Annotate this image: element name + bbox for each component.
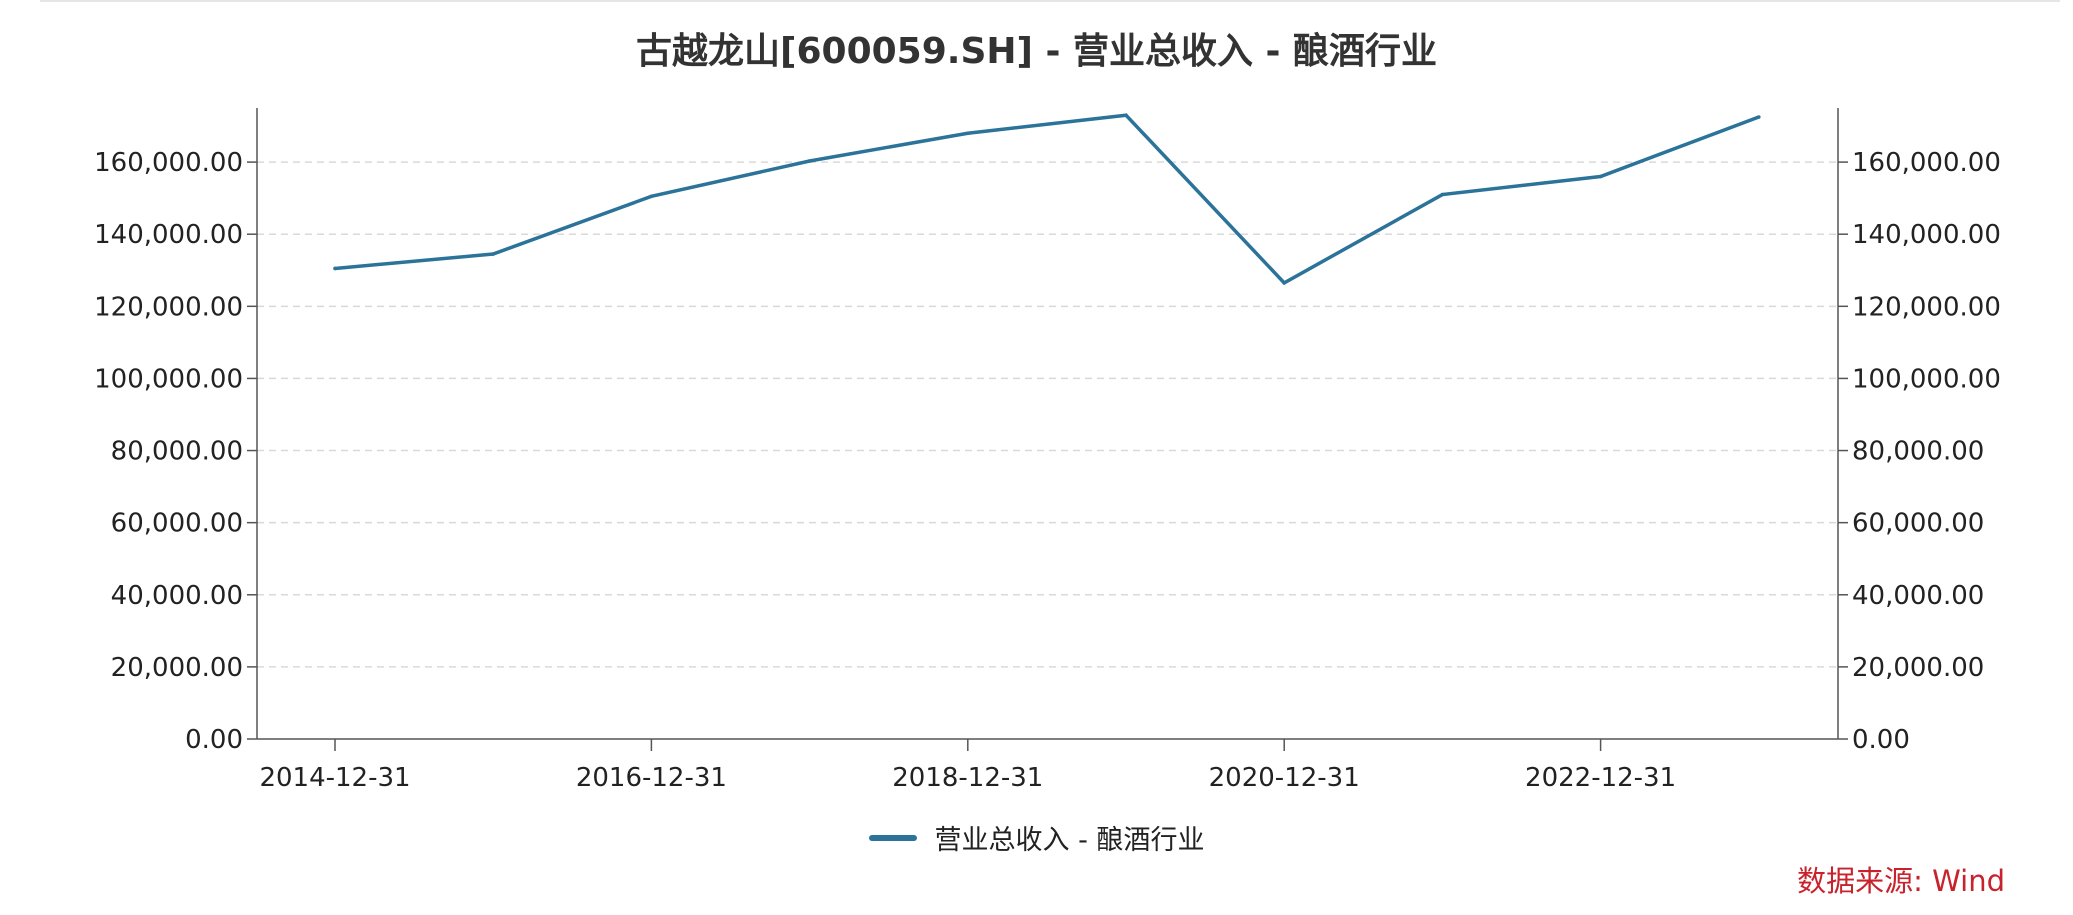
- data-point: [807, 159, 812, 163]
- left-y-tick-label: 160,000.00: [94, 148, 243, 178]
- x-tick-label: 2020-12-31: [1209, 763, 1360, 793]
- series-line: [334, 113, 1760, 286]
- right-y-tick-label: 20,000.00: [1852, 653, 1984, 683]
- right-y-tick-label: 60,000.00: [1852, 509, 1984, 539]
- right-y-tick-label: 100,000.00: [1852, 364, 2001, 394]
- data-point: [1757, 115, 1761, 119]
- left-y-tick-label: 100,000.00: [94, 364, 243, 394]
- top-divider: [40, 0, 2060, 2]
- legend-swatch: [868, 834, 917, 841]
- right-y-tick-label: 40,000.00: [1852, 581, 1984, 611]
- data-point: [649, 194, 654, 199]
- left-y-tick-label: 120,000.00: [94, 292, 243, 322]
- x-tick-label: 2018-12-31: [892, 763, 1043, 793]
- left-y-tick-label: 20,000.00: [111, 653, 243, 683]
- right-y-tick-label: 0.00: [1852, 725, 1910, 755]
- left-y-tick-label: 0.00: [185, 725, 243, 755]
- x-tick-label: 2016-12-31: [576, 763, 727, 793]
- legend: 营业总收入 - 酿酒行业: [0, 818, 2073, 857]
- left-y-tick-label: 140,000.00: [94, 220, 243, 250]
- legend-label: 营业总收入 - 酿酒行业: [934, 825, 1205, 856]
- right-y-tick-label: 140,000.00: [1852, 220, 2001, 250]
- chart-title: 古越龙山[600059.SH] - 营业总收入 - 酿酒行业: [636, 31, 1437, 72]
- right-y-tick-label: 80,000.00: [1852, 437, 1984, 467]
- left-y-tick-label: 80,000.00: [111, 437, 243, 467]
- data-point: [1598, 174, 1603, 179]
- left-y-tick-label: 40,000.00: [111, 581, 243, 611]
- data-point: [1440, 192, 1445, 197]
- x-tick-label: 2014-12-31: [259, 763, 410, 793]
- data-point: [333, 266, 337, 271]
- data-point: [1124, 113, 1128, 118]
- x-tick-label: 2022-12-31: [1525, 763, 1676, 793]
- right-y-tick-label: 160,000.00: [1852, 148, 2001, 178]
- left-y-tick-label: 60,000.00: [111, 509, 243, 539]
- data-source-note: 数据来源: Wind: [1797, 864, 2005, 898]
- right-y-tick-label: 120,000.00: [1852, 292, 2001, 322]
- data-point: [1282, 281, 1286, 285]
- data-point: [491, 252, 496, 256]
- data-point: [966, 131, 970, 136]
